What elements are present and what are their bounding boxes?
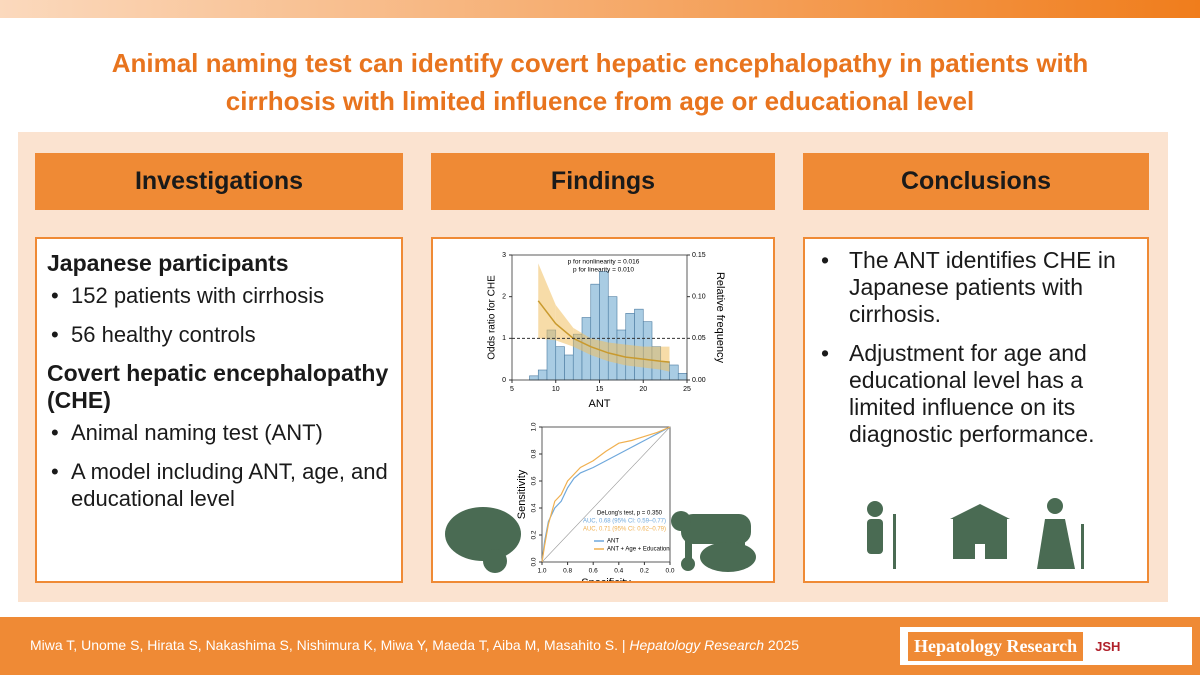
x-tick-label: 10 — [552, 386, 560, 393]
histogram-bar — [599, 271, 609, 381]
roc-curve — [541, 426, 671, 563]
journal: Hepatology Research — [629, 637, 765, 653]
journal-logo: Hepatology Research JSH — [900, 627, 1192, 665]
x-tick-label: 1.0 — [537, 568, 546, 575]
histogram-bar — [555, 346, 565, 381]
section-heading: Conclusions — [803, 153, 1149, 210]
findings-figure: 5 10 15 20 25 0 1 2 3 0.00 0.05 0.10 0.15 ANT Odds rat… — [445, 252, 756, 581]
histogram-bar — [669, 364, 679, 381]
list-item: 56 healthy controls — [51, 321, 391, 348]
list: The ANT identifies CHE in Japanese patie… — [819, 247, 1135, 448]
subheading: Covert hepatic encephalopathy (CHE) — [47, 360, 389, 413]
confidence-band — [538, 263, 556, 341]
y-tick-label: 2 — [502, 294, 506, 301]
title-line: Animal naming test can identify covert h… — [111, 48, 1089, 78]
x-axis-label: ANT — [589, 398, 611, 410]
histogram-bar — [529, 375, 539, 381]
title-line: cirrhosis with limited influence from ag… — [225, 86, 975, 116]
y-tick-label: 0.8 — [531, 449, 538, 458]
list: Animal naming test (ANT) A model includi… — [47, 419, 391, 512]
y2-tick-label: 0.15 — [692, 252, 706, 259]
y-tick-label: 0 — [502, 377, 506, 384]
x-tick-label: 25 — [683, 386, 691, 393]
y-tick-label: 0.0 — [531, 557, 538, 566]
section-heading: Findings — [431, 153, 775, 210]
list-item: 152 patients with cirrhosis — [51, 282, 391, 309]
x-tick-label: 5 — [510, 386, 514, 393]
histogram-bar — [564, 354, 574, 381]
confidence-band — [643, 346, 661, 370]
animal-icons — [671, 511, 756, 572]
odds-ratio-curve — [537, 300, 670, 363]
x-tick-label: 20 — [639, 386, 647, 393]
citation: Miwa T, Unome S, Hirata S, Nakashima S, … — [30, 637, 799, 653]
confidence-band — [608, 342, 626, 366]
plot-frame — [541, 426, 671, 563]
y-tick-label: 0.2 — [531, 530, 538, 539]
logo-mark: JSH — [1095, 638, 1121, 654]
section-heading: Investigations — [35, 153, 403, 210]
y-tick-label: 3 — [502, 252, 506, 259]
people-icons — [867, 498, 1084, 569]
annotation: DeLong's test, p = 0.350 — [597, 511, 663, 517]
x-tick-label: 0.2 — [640, 568, 649, 575]
logo-text: Hepatology Research — [908, 631, 1084, 661]
legend-label: ANT — [607, 539, 619, 545]
x-tick-label: 0.8 — [563, 568, 572, 575]
chance-line — [541, 426, 671, 563]
y-axis-label: Sensitivity — [516, 469, 528, 519]
list-item: A model including ANT, age, and educatio… — [51, 458, 391, 512]
legend-label: ANT + Age + Education — [607, 547, 670, 553]
confidence-band — [573, 327, 591, 355]
confidence-band — [625, 344, 644, 368]
subheading: Japanese participants — [47, 250, 289, 276]
x-tick-label: 0.0 — [665, 568, 674, 575]
list-item: Adjustment for age and educational level… — [821, 340, 1135, 448]
y2-tick-label: 0.05 — [692, 335, 706, 342]
annotation: p for linearity = 0.010 — [573, 267, 634, 274]
y-tick-label: 0.6 — [531, 476, 538, 485]
annotation: p for nonlinearity = 0.016 — [568, 259, 640, 266]
histogram-bar — [537, 369, 548, 381]
title: Animal naming test can identify covert h… — [0, 44, 1200, 120]
histogram-bar — [590, 283, 600, 381]
x-tick-label: 15 — [596, 386, 604, 393]
y-tick-label: 1.0 — [531, 422, 538, 431]
y-axis-label: Odds ratio for CHE — [487, 275, 498, 360]
auc-label: AUC, 0.68 (95% CI: 0.59–0.77) — [583, 519, 666, 525]
confidence-band — [555, 305, 574, 347]
conclusions-box: The ANT identifies CHE in Japanese patie… — [803, 237, 1149, 583]
list: 152 patients with cirrhosis 56 healthy c… — [47, 282, 391, 348]
brain-icon — [445, 507, 521, 573]
histogram-bar — [677, 373, 688, 381]
histogram-bar — [634, 308, 644, 381]
x-axis-label: Specificity — [581, 577, 631, 581]
year: 2025 — [767, 637, 800, 653]
y2-axis-label: Relative frequency — [714, 272, 726, 364]
investigations-box: Japanese participants 152 patients with … — [35, 237, 403, 583]
top-band — [0, 0, 1200, 18]
y-tick-label: 0.4 — [531, 503, 538, 512]
list-item: Animal naming test (ANT) — [51, 419, 391, 446]
y2-tick-label: 0.00 — [692, 377, 706, 384]
y2-tick-label: 0.10 — [692, 294, 706, 301]
list-item: The ANT identifies CHE in Japanese patie… — [821, 247, 1135, 328]
auc-label: AUC, 0.71 (95% CI: 0.62–0.79) — [583, 527, 666, 533]
y-tick-label: 1 — [502, 335, 506, 342]
x-tick-label: 0.4 — [614, 568, 623, 575]
authors: Miwa T, Unome S, Hirata S, Nakashima S, … — [30, 637, 626, 653]
findings-box: 5 10 15 20 25 0 1 2 3 0.00 0.05 0.10 0.15 ANT Odds rat… — [431, 237, 775, 583]
x-tick-label: 0.6 — [589, 568, 598, 575]
confidence-band — [660, 346, 670, 372]
